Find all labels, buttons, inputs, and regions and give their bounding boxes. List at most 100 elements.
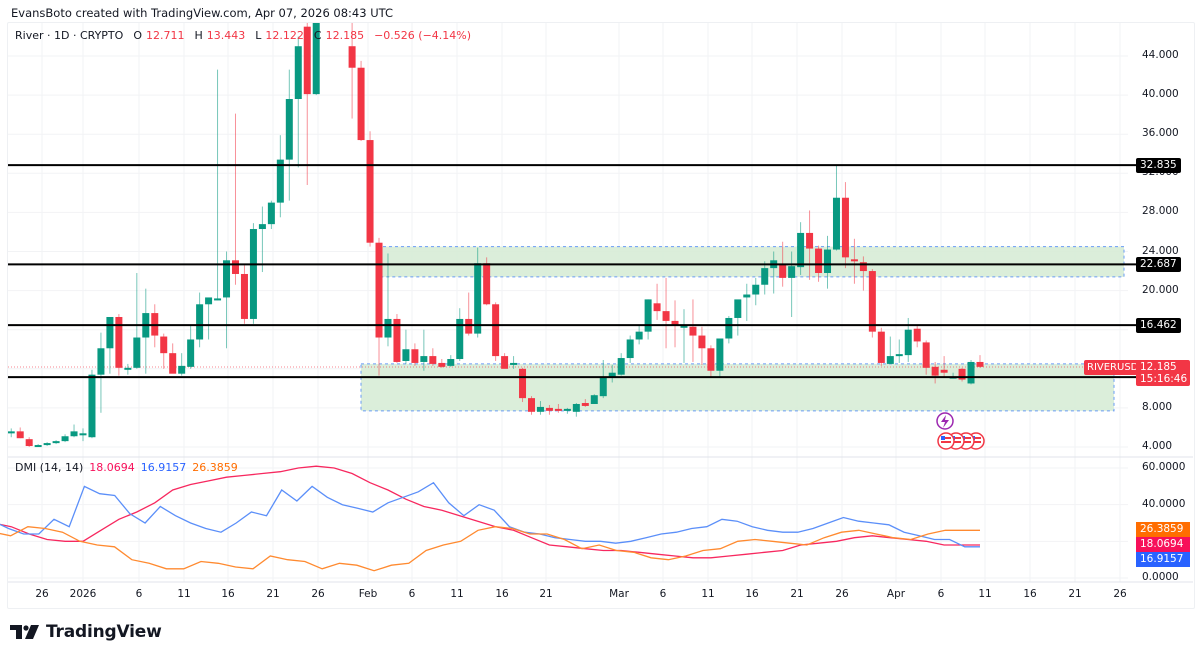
candle-up xyxy=(34,445,42,448)
candle-down xyxy=(160,336,168,354)
open-value: 12.711 xyxy=(145,29,185,42)
dmi-plus-di-value: 16.9157 xyxy=(140,461,187,474)
candle-up xyxy=(61,436,69,442)
candle-down xyxy=(519,368,527,399)
candle-up xyxy=(680,325,688,328)
dmi-minus-di-line xyxy=(0,526,980,572)
candle-up xyxy=(644,299,652,332)
candle-up xyxy=(608,372,616,377)
tradingview-logo-icon xyxy=(10,625,39,639)
symbol-label: River · 1D · CRYPTO xyxy=(15,29,124,42)
candle-down xyxy=(976,361,984,367)
candle-down xyxy=(411,349,419,363)
candle-up xyxy=(402,349,410,361)
candle-up xyxy=(97,348,105,375)
candle-up xyxy=(967,361,975,384)
price-tick-label: 40.000 xyxy=(1142,88,1179,101)
candle-up xyxy=(187,339,195,367)
candle-up xyxy=(788,266,796,278)
attribution-text: EvansBoto created with TradingView.com, … xyxy=(11,6,394,20)
candle-up xyxy=(294,46,302,100)
time-tick-label: 26 xyxy=(1113,588,1127,600)
candle-down xyxy=(671,320,679,325)
candle-up xyxy=(725,317,733,339)
bar-countdown: 15:16:46 xyxy=(1140,373,1188,385)
candle-down xyxy=(913,328,921,342)
candle-down xyxy=(868,271,876,332)
time-tick-label: 6 xyxy=(135,588,143,600)
candle-up xyxy=(572,403,580,412)
candle-down xyxy=(240,273,248,319)
dmi-plus-di-line xyxy=(0,481,980,548)
candle-down xyxy=(465,318,473,334)
candle-down xyxy=(581,403,589,406)
candle-up xyxy=(590,395,598,404)
candle-down xyxy=(850,259,858,262)
candle-up xyxy=(824,249,832,274)
time-tick-label: 6 xyxy=(937,588,945,600)
dmi-tick-label: 0.0000 xyxy=(1142,571,1179,583)
candle-up xyxy=(8,431,15,434)
candle-up xyxy=(761,268,769,285)
time-tick-label: 16 xyxy=(745,588,759,600)
candle-down xyxy=(554,408,562,411)
flag-stripe xyxy=(971,437,981,439)
chart-frame xyxy=(7,22,1195,609)
low-label: L xyxy=(255,29,262,42)
candle-down xyxy=(689,326,697,336)
high-value: 13.443 xyxy=(206,29,246,42)
dmi-tick-label: 60.0000 xyxy=(1142,461,1186,474)
candle-down xyxy=(841,197,849,258)
candle-up xyxy=(599,376,607,397)
price-tick-label: 24.000 xyxy=(1142,244,1179,257)
candle-down xyxy=(16,431,24,439)
candle-up xyxy=(474,263,482,334)
candle-up xyxy=(510,362,518,365)
candle-down xyxy=(859,262,867,272)
price-tick-label: 8.000 xyxy=(1142,400,1173,413)
candle-up xyxy=(178,365,186,374)
time-tick-label: 11 xyxy=(701,588,715,600)
candle-up xyxy=(88,374,96,438)
tradingview-logo[interactable]: TradingView xyxy=(10,622,162,642)
candle-down xyxy=(877,331,885,363)
candle-down xyxy=(25,439,33,447)
time-tick-label: Apr xyxy=(886,588,906,600)
time-tick-label: 11 xyxy=(177,588,191,600)
candle-down xyxy=(698,335,706,349)
flag-stripe xyxy=(951,437,961,439)
candle-up xyxy=(312,23,320,95)
price-tick-label: 36.000 xyxy=(1142,127,1179,140)
time-tick-label: 26 xyxy=(311,588,325,600)
candle-up xyxy=(832,197,840,250)
candle-up xyxy=(196,304,204,340)
level-price-tag: 16.462 xyxy=(1136,318,1181,334)
candle-up xyxy=(536,406,544,412)
candle-down xyxy=(169,353,177,374)
candle-up xyxy=(43,443,51,446)
candle-up xyxy=(106,316,114,349)
candle-down xyxy=(393,318,401,362)
candle-down xyxy=(528,398,535,412)
candle-down xyxy=(815,248,823,274)
dmi-value-tag: 16.9157 xyxy=(1136,552,1190,567)
dmi-label: DMI (14, 14) xyxy=(15,461,84,474)
time-tick-label: 16 xyxy=(495,588,509,600)
candle-up xyxy=(384,318,392,338)
candle-down xyxy=(231,260,239,274)
dmi-adx-line xyxy=(0,465,980,559)
price-tick-label: 20.000 xyxy=(1142,283,1179,296)
candle-up xyxy=(743,294,751,298)
time-tick-label: 26 xyxy=(835,588,849,600)
candle-up xyxy=(635,331,643,340)
change-value: −0.526 (−4.14%) xyxy=(374,29,472,42)
candle-down xyxy=(303,26,311,95)
flag-stripe xyxy=(941,437,951,439)
candle-down xyxy=(501,356,509,369)
candle-up xyxy=(895,354,903,357)
time-tick-label: 6 xyxy=(659,588,667,600)
candle-up xyxy=(205,297,213,305)
time-tick-label: 11 xyxy=(978,588,992,600)
price-tick-label: 4.000 xyxy=(1142,440,1173,452)
